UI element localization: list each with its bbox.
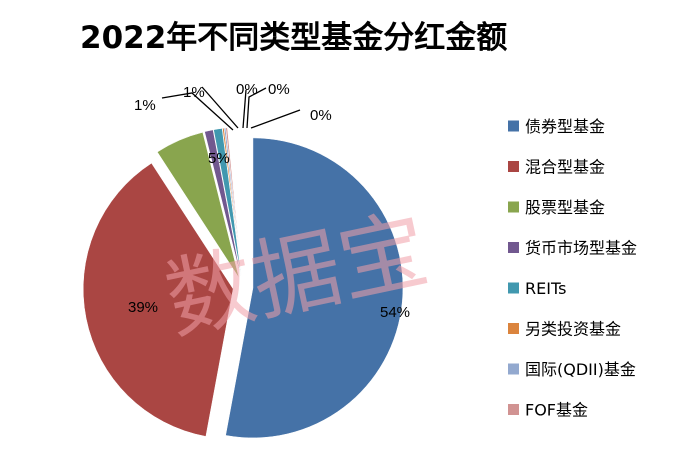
data-label-4: 1%: [134, 97, 156, 114]
legend-swatch-8: [508, 404, 519, 415]
legend-swatch-3: [508, 201, 519, 213]
data-label-3: 5%: [208, 150, 230, 167]
legend-label-7: 国际(QDII)基金: [525, 360, 636, 379]
leader-line-4: [161, 92, 234, 131]
legend-label-5: REITs: [525, 279, 566, 298]
chart-title: 2022年不同类型基金分红金额: [80, 20, 507, 56]
legend-swatch-6: [508, 323, 519, 334]
legend-swatch-5: [508, 282, 519, 294]
legend-label-2: 混合型基金: [525, 158, 605, 177]
pie-slice-5: [213, 128, 242, 278]
legend-swatch-4: [508, 242, 519, 253]
legend-label-8: FOF基金: [525, 401, 588, 420]
data-label-6: 0%: [236, 81, 258, 98]
pie-slices: [82, 127, 404, 439]
data-label-2: 39%: [128, 299, 158, 316]
pie-slice-1: [225, 137, 404, 439]
leader-line-7: [246, 87, 267, 129]
pie-slice-8: [225, 127, 243, 278]
leader-line-8: [250, 109, 301, 129]
data-label-7: 0%: [268, 81, 290, 98]
legend-swatch-2: [508, 161, 519, 172]
legend-label-4: 货币市场型基金: [525, 239, 637, 258]
leader-line-5: [201, 86, 239, 129]
legend-label-1: 债券型基金: [525, 117, 605, 136]
data-label-8: 0%: [310, 107, 332, 124]
leader-line-6: [242, 89, 247, 129]
legend-swatch-1: [508, 120, 519, 132]
legend-label-6: 另类投资基金: [525, 320, 621, 339]
data-label-5: 1%: [183, 84, 205, 101]
pie-slice-4: [204, 129, 242, 278]
pie-slice-2: [82, 162, 234, 437]
pie-slice-3: [156, 131, 240, 278]
legend-label-3: 股票型基金: [525, 198, 605, 217]
leader-lines: [161, 86, 301, 131]
legend-swatch-7: [508, 363, 519, 375]
data-labels: 54% 39% 5% 1% 1% 0% 0% 0%: [128, 81, 410, 321]
data-label-1: 54%: [380, 304, 410, 321]
